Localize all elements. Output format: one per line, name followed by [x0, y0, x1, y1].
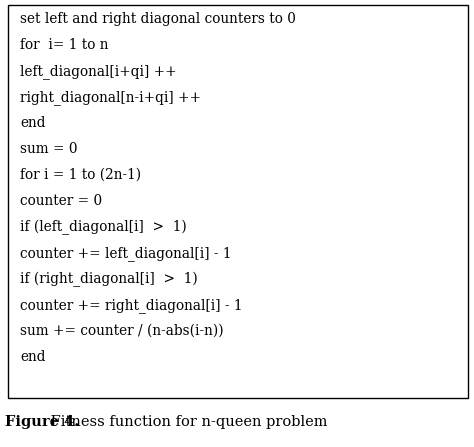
Text: end: end: [20, 116, 46, 130]
Text: right_diagonal[n-i+qi] ++: right_diagonal[n-i+qi] ++: [20, 90, 201, 105]
Text: if (left_diagonal[i]  >  1): if (left_diagonal[i] > 1): [20, 220, 187, 235]
Text: set left and right diagonal counters to 0: set left and right diagonal counters to …: [20, 12, 296, 26]
Bar: [8, 5, 468, 398]
Text: if (right_diagonal[i]  >  1): if (right_diagonal[i] > 1): [20, 272, 198, 287]
Text: for i = 1 to (2n-1): for i = 1 to (2n-1): [20, 168, 141, 182]
Text: Fitness function for n-queen problem: Fitness function for n-queen problem: [46, 415, 328, 429]
Text: end: end: [20, 350, 46, 364]
Text: sum = 0: sum = 0: [20, 142, 78, 156]
Text: Figure 4.: Figure 4.: [5, 415, 79, 429]
Text: left_diagonal[i+qi] ++: left_diagonal[i+qi] ++: [20, 64, 177, 79]
Text: counter += left_diagonal[i] - 1: counter += left_diagonal[i] - 1: [20, 246, 231, 261]
Text: sum += counter / (n-abs(i-n)): sum += counter / (n-abs(i-n)): [20, 324, 224, 338]
Text: counter += right_diagonal[i] - 1: counter += right_diagonal[i] - 1: [20, 298, 243, 313]
Text: for  i= 1 to n: for i= 1 to n: [20, 38, 109, 52]
Text: counter = 0: counter = 0: [20, 194, 102, 208]
